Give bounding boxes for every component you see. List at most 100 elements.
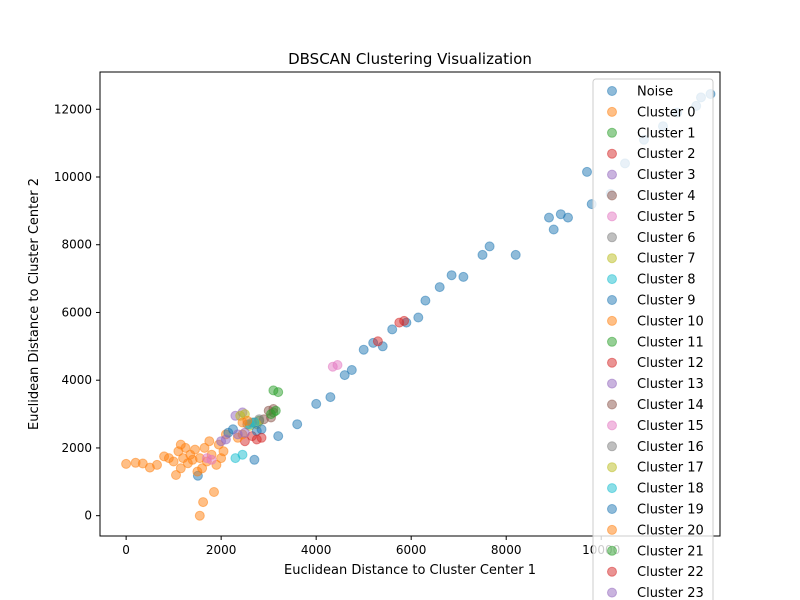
legend-label-0: Noise <box>637 85 673 100</box>
y-tick-label-4: 8000 <box>61 238 92 252</box>
data-point-series-0-14 <box>420 295 431 306</box>
legend-label-11: Cluster 10 <box>637 314 704 329</box>
data-point-series-0-15 <box>434 282 445 293</box>
data-point-series-13-1 <box>399 315 410 326</box>
legend-label-4: Cluster 3 <box>637 168 696 183</box>
data-point-series-14-1 <box>239 427 250 438</box>
data-point-series-0-3 <box>292 419 303 430</box>
legend-label-5: Cluster 4 <box>637 189 696 204</box>
data-point-series-0-20 <box>510 249 521 260</box>
legend-label-3: Cluster 2 <box>637 147 696 162</box>
data-point-series-0-22 <box>548 224 559 235</box>
y-tick-label-2: 4000 <box>61 373 92 387</box>
x-tick-label-4: 8000 <box>491 543 522 557</box>
legend-marker-17 <box>607 441 617 452</box>
legend-marker-5 <box>607 190 617 201</box>
data-point-series-1-22 <box>204 436 215 447</box>
legend-label-24: Cluster 23 <box>637 586 704 600</box>
data-point-series-1-31 <box>175 439 186 450</box>
data-point-series-0-1 <box>249 454 260 465</box>
data-point-series-0-7 <box>346 365 357 375</box>
data-point-series-0-6 <box>339 370 350 381</box>
data-point-series-0-17 <box>458 271 469 282</box>
data-point-series-0-2 <box>273 431 284 442</box>
legend-label-20: Cluster 19 <box>637 503 704 518</box>
legend-marker-24 <box>607 587 617 598</box>
legend-marker-4 <box>607 169 617 180</box>
data-point-series-0-18 <box>477 249 488 260</box>
legend-label-10: Cluster 9 <box>637 294 696 309</box>
data-point-series-1-9 <box>175 463 186 474</box>
data-point-series-16-1 <box>332 360 343 370</box>
data-point-series-0-16 <box>446 270 457 281</box>
x-tick-label-3: 6000 <box>396 543 427 557</box>
legend-marker-22 <box>607 545 617 556</box>
data-point-series-0-21 <box>544 212 554 223</box>
data-point-series-1-24 <box>209 487 219 497</box>
data-point-series-12-1 <box>273 387 284 398</box>
y-tick-label-3: 6000 <box>61 305 92 319</box>
y-axis-label: Euclidean Distance to Cluster Center 2 <box>27 178 42 430</box>
data-point-series-13-2 <box>372 336 383 347</box>
chart-title: DBSCAN Clustering Visualization <box>288 50 532 68</box>
legend-marker-3 <box>607 148 617 159</box>
legend-marker-13 <box>607 357 617 368</box>
legend-label-18: Cluster 17 <box>637 461 704 476</box>
legend-marker-12 <box>607 336 617 347</box>
data-point-series-1-18 <box>197 463 208 474</box>
legend-marker-6 <box>607 211 617 222</box>
data-point-series-21-1 <box>242 415 253 426</box>
plot-frame <box>99 71 721 537</box>
legend-marker-15 <box>607 399 617 410</box>
data-points <box>121 89 716 521</box>
data-point-series-0-25 <box>582 166 592 177</box>
data-point-series-1-4 <box>152 459 162 470</box>
data-point-series-1-0 <box>121 458 132 469</box>
legend-marker-18 <box>607 462 617 473</box>
legend-marker-16 <box>607 420 617 431</box>
legend-label-15: Cluster 14 <box>637 398 704 413</box>
legend-label-19: Cluster 18 <box>637 482 704 497</box>
data-point-series-0-24 <box>563 212 573 223</box>
legend-marker-21 <box>607 524 617 535</box>
data-point-series-0-13 <box>413 312 424 323</box>
legend-label-1: Cluster 0 <box>637 105 696 120</box>
legend-marker-23 <box>607 566 617 577</box>
legend-label-12: Cluster 11 <box>637 335 704 350</box>
y-tick-label-1: 2000 <box>61 441 92 455</box>
data-point-series-1-19 <box>198 497 209 508</box>
data-point-series-0-5 <box>325 392 336 403</box>
x-tick-label-0: 0 <box>122 543 130 557</box>
legend-marker-11 <box>607 315 617 326</box>
data-point-series-1-28 <box>218 446 229 457</box>
legend-label-7: Cluster 6 <box>637 231 696 246</box>
legend-label-14: Cluster 13 <box>637 377 704 392</box>
data-point-series-9-1 <box>237 449 248 460</box>
data-point-series-1-32 <box>194 510 205 521</box>
y-axis-ticks: 0 2000 4000 6000 8000 10000 12000 <box>54 102 100 523</box>
data-point-series-24-1 <box>220 434 231 445</box>
data-point-series-0-19 <box>484 241 495 252</box>
data-point-series-0-11 <box>387 324 398 335</box>
legend-label-2: Cluster 1 <box>637 126 696 141</box>
legend-marker-0 <box>607 86 617 96</box>
data-point-series-1-30 <box>171 470 181 480</box>
legend-label-17: Cluster 16 <box>637 440 704 455</box>
legend: Noise Cluster 0 Cluster 1 Cluster 2 Cluster … <box>592 78 714 600</box>
data-point-series-1-15 <box>190 444 200 455</box>
legend-box <box>592 78 714 600</box>
y-tick-label-5: 10000 <box>54 170 92 184</box>
data-point-series-20-1 <box>256 424 267 435</box>
data-point-series-0-8 <box>358 344 369 355</box>
y-tick-label-0: 0 <box>84 509 92 523</box>
data-point-series-0-4 <box>311 398 322 409</box>
legend-label-9: Cluster 8 <box>637 273 696 288</box>
legend-marker-10 <box>607 295 617 305</box>
data-point-series-1-7 <box>168 456 179 467</box>
legend-marker-20 <box>607 504 617 514</box>
x-tick-label-1: 2000 <box>206 543 237 557</box>
legend-marker-9 <box>607 274 617 285</box>
legend-marker-1 <box>607 106 617 117</box>
